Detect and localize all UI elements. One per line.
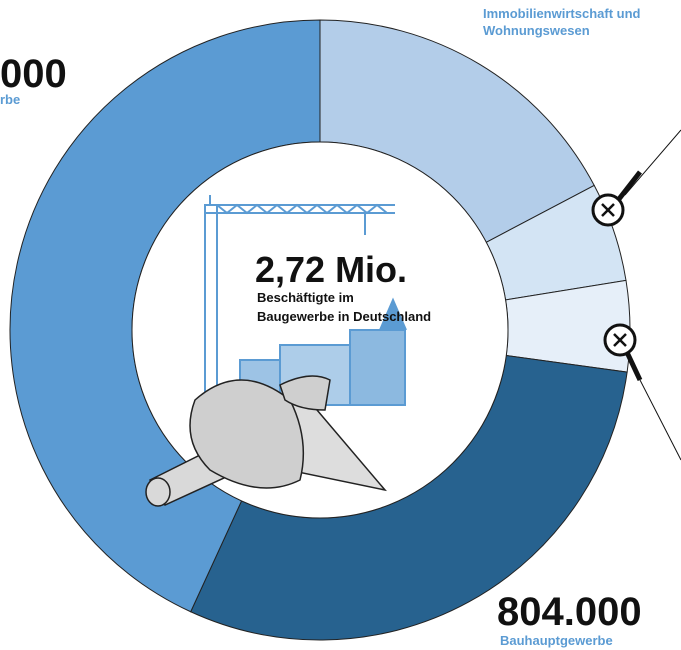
- center-line: Baugewerbe in Deutschland: [257, 309, 431, 324]
- segment-name: rbe: [0, 92, 20, 107]
- segment-name: Immobilienwirtschaft und Wohnungswesen: [483, 6, 641, 38]
- segment-name-line: Immobilienwirtschaft und: [483, 6, 641, 21]
- value-label: 000: [0, 52, 67, 96]
- center-line: Beschäftigte im: [257, 290, 354, 305]
- helmet-illustration: [145, 375, 387, 507]
- callout-icons: [591, 129, 681, 461]
- segment-name: Bauhauptgewerbe: [500, 633, 613, 648]
- donut: [9, 19, 631, 641]
- segment-name-line: Wohnungswesen: [483, 23, 590, 38]
- value-label: 804.000: [497, 590, 642, 634]
- center-value: 2,72 Mio.: [255, 249, 407, 290]
